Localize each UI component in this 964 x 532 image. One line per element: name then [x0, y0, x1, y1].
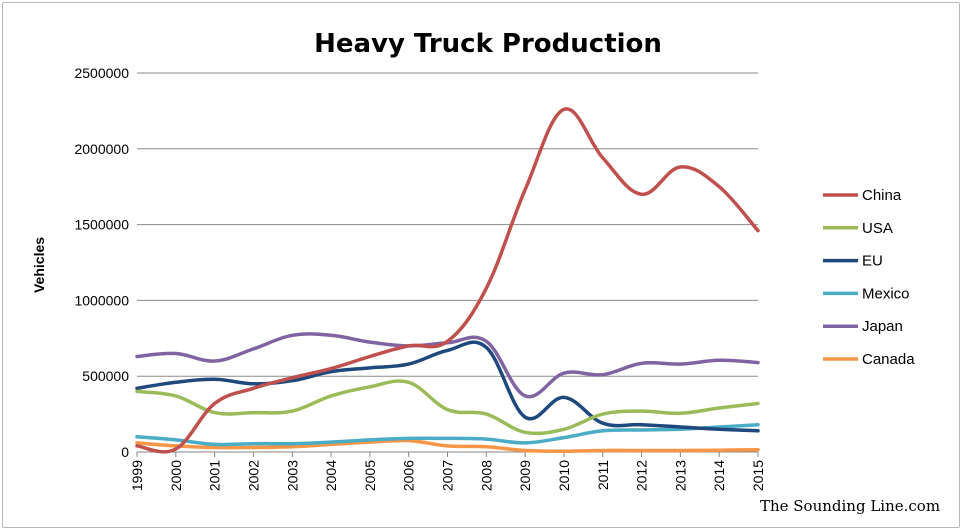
series-line-canada	[135, 438, 760, 453]
y-tick-label: 1500000	[74, 217, 129, 233]
x-tick-label: 2004	[323, 460, 339, 491]
legend-label-canada: Canada	[862, 351, 915, 368]
legend-label-china: China	[862, 187, 902, 204]
watermark-text: The Sounding Line.com	[760, 497, 940, 515]
series-line-china	[135, 107, 760, 454]
x-tick-label: 2001	[207, 460, 223, 491]
series-line-eu	[135, 340, 760, 433]
y-tick-label: 2500000	[74, 65, 129, 81]
x-tick-label: 2000	[168, 460, 184, 491]
x-tick-label: 2010	[556, 460, 572, 491]
legend: China USA EU Mexico Japan Canada	[823, 187, 915, 368]
chart-title: Heavy Truck Production	[314, 29, 662, 59]
chart-svg: Heavy Truck Production 0 500000 1000000 150…	[31, 29, 940, 515]
y-tick-label: 1000000	[74, 292, 129, 308]
legend-label-mexico: Mexico	[862, 285, 910, 302]
series-lines	[135, 107, 760, 454]
x-tick-label: 2015	[750, 460, 766, 491]
x-tick-label: 2007	[440, 460, 456, 491]
series-line-usa	[135, 379, 760, 436]
y-tick-labels: 0 500000 1000000 1500000 2000000 2500000	[74, 65, 129, 460]
x-tick-label: 2012	[634, 460, 650, 491]
x-tick-label: 2002	[245, 460, 261, 491]
x-tick-label: 2009	[517, 460, 533, 491]
y-tick-label: 500000	[82, 368, 129, 384]
x-tick-label: 1999	[129, 460, 145, 491]
legend-label-eu: EU	[862, 253, 883, 270]
y-axis-label: Vehicles	[31, 237, 47, 293]
x-tick-label: 2014	[711, 460, 727, 491]
x-tick-label: 2005	[362, 460, 378, 491]
x-tick-labels: 1999 2000 2001 2002 2003 2004 2005 2006 2007 2008…	[129, 452, 766, 491]
y-tick-label: 2000000	[74, 141, 129, 157]
x-tick-label: 2013	[672, 460, 688, 491]
x-tick-label: 2008	[478, 460, 494, 491]
legend-label-japan: Japan	[862, 318, 903, 335]
legend-label-usa: USA	[862, 220, 893, 237]
x-tick-label: 2006	[401, 460, 417, 491]
y-tick-label: 0	[121, 444, 129, 460]
x-tick-label: 2003	[284, 460, 300, 491]
series-line-mexico	[135, 422, 760, 447]
x-tick-label: 2011	[595, 460, 611, 490]
